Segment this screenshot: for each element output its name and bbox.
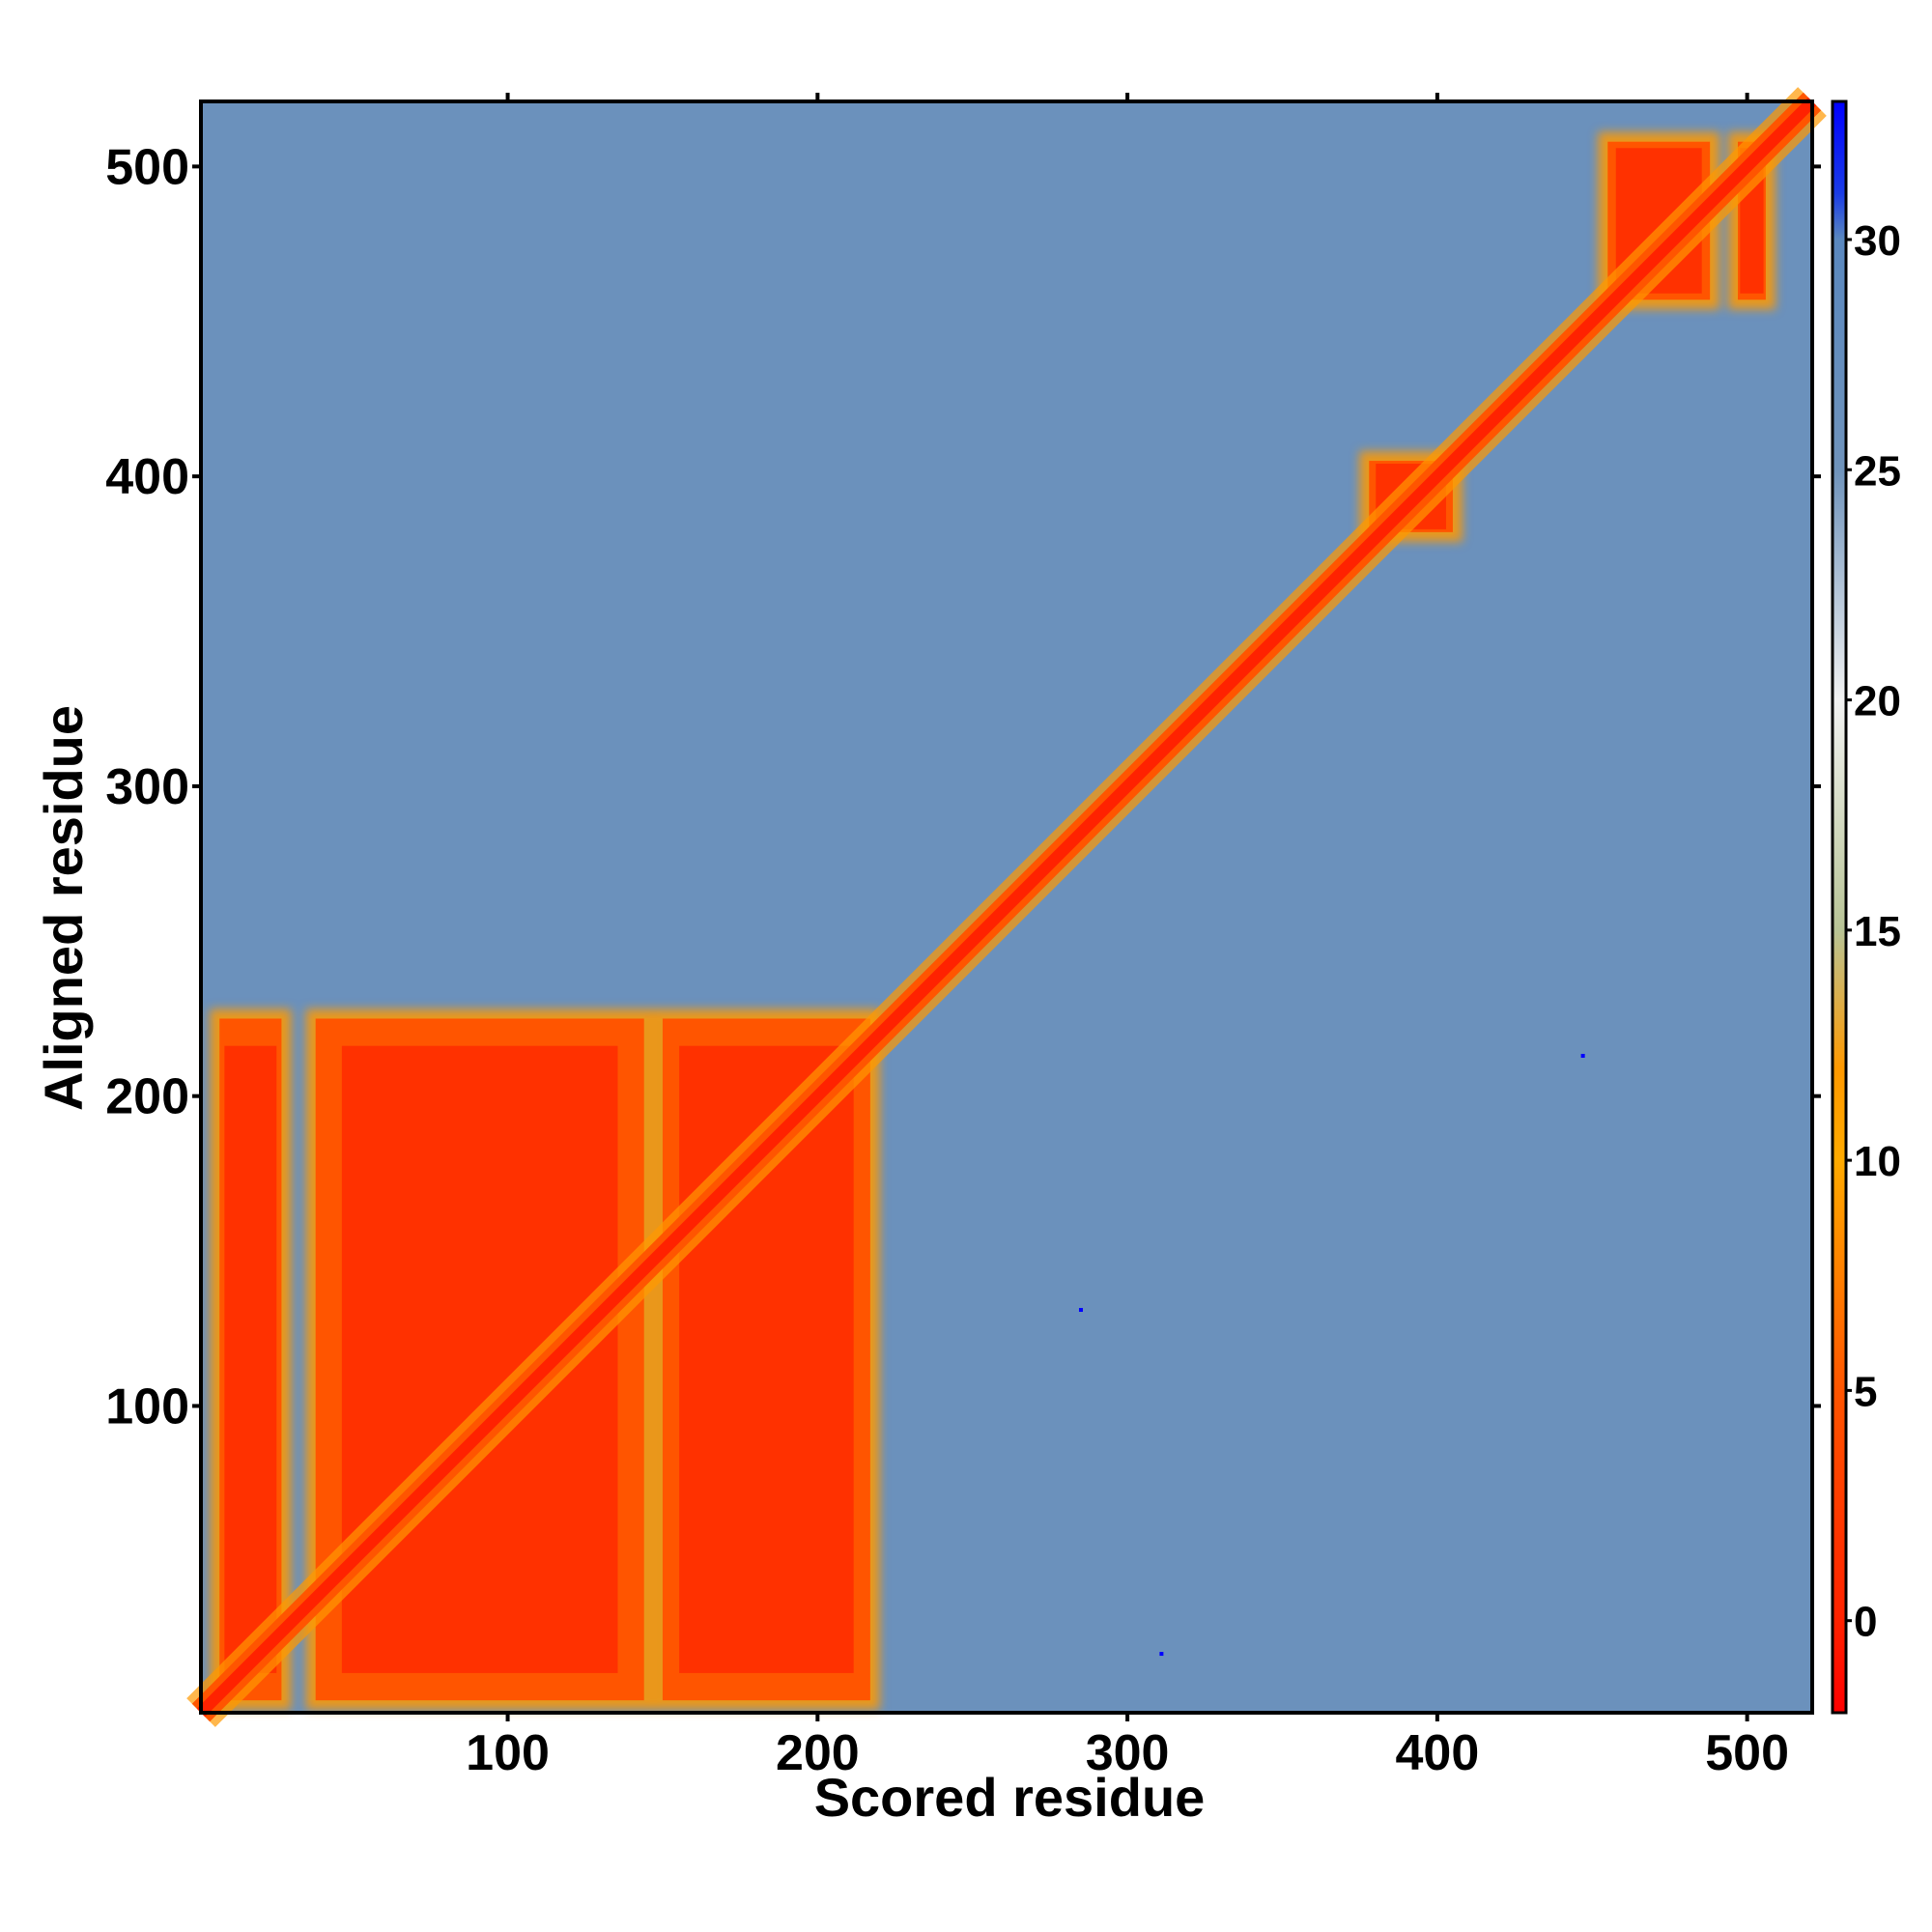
y-tick-label: 500 — [105, 139, 189, 195]
x-tick-label: 400 — [1395, 1725, 1479, 1781]
plot-frame — [199, 99, 1814, 1715]
y-tick-label: 300 — [105, 759, 189, 815]
y-tick-label: 200 — [105, 1069, 189, 1125]
colorbar-gradient — [1831, 99, 1848, 1715]
y-axis-title: Aligned residue — [33, 705, 94, 1111]
outlier-point — [1159, 1652, 1164, 1657]
y-tick-label: 100 — [105, 1378, 189, 1435]
colorbar-tick-label: 15 — [1854, 908, 1901, 955]
colorbar-tick-label: 30 — [1854, 217, 1901, 265]
x-axis-title: Scored residue — [814, 1767, 1206, 1828]
x-tick-label: 200 — [776, 1725, 860, 1781]
colorbar-tick-label: 25 — [1854, 447, 1901, 495]
colorbar-tick-label: 5 — [1854, 1368, 1877, 1415]
low-error-block-core — [224, 1045, 277, 1673]
x-tick-label: 100 — [466, 1725, 550, 1781]
diagonal-core — [196, 97, 1817, 1718]
y-tick-label: 400 — [105, 449, 189, 505]
x-tick-label: 300 — [1086, 1725, 1170, 1781]
outlier-point — [1580, 1053, 1585, 1058]
y-axis: 100 200 300 400 500 — [105, 139, 1821, 1435]
colorbar: 0 5 10 15 20 25 30 — [1831, 99, 1901, 1715]
colorbar-tick-label: 10 — [1854, 1138, 1901, 1185]
x-axis: 100 200 300 400 500 — [466, 93, 1789, 1781]
outlier-point — [1078, 1308, 1083, 1312]
x-tick-label: 500 — [1705, 1725, 1789, 1781]
heatmap-plot-area — [186, 87, 1827, 1727]
colorbar-tick-label: 0 — [1854, 1599, 1877, 1646]
colorbar-tick-label: 20 — [1854, 678, 1901, 725]
